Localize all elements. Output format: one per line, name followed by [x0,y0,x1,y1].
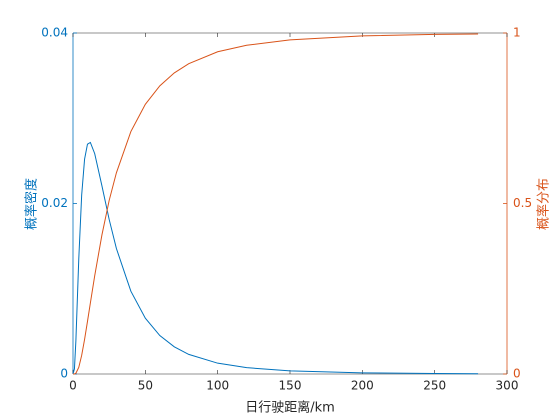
y2-tick-label: 0 [513,367,521,381]
x-tick-label: 150 [279,379,302,393]
line-series [72,33,479,375]
x-tick-label: 200 [351,379,374,393]
y-tick-label: 0.04 [41,26,68,40]
line-series [72,141,479,375]
y-axis-label: 概率密度 [24,178,40,230]
y2-tick-label: 1 [513,26,521,40]
y2-axis-label: 概率分布 [536,178,552,230]
x-tick-label: 100 [206,379,229,393]
y-tick-label: 0.02 [41,196,68,210]
x-axis-label: 日行驶距离/km [245,400,335,416]
y2-tick-label: 0.5 [513,196,532,210]
x-tick-label: 250 [423,379,446,393]
x-tick-label: 50 [138,379,153,393]
y-tick-label: 0 [60,367,68,381]
x-tick-label: 300 [496,379,519,393]
x-tick-label: 0 [69,379,77,393]
